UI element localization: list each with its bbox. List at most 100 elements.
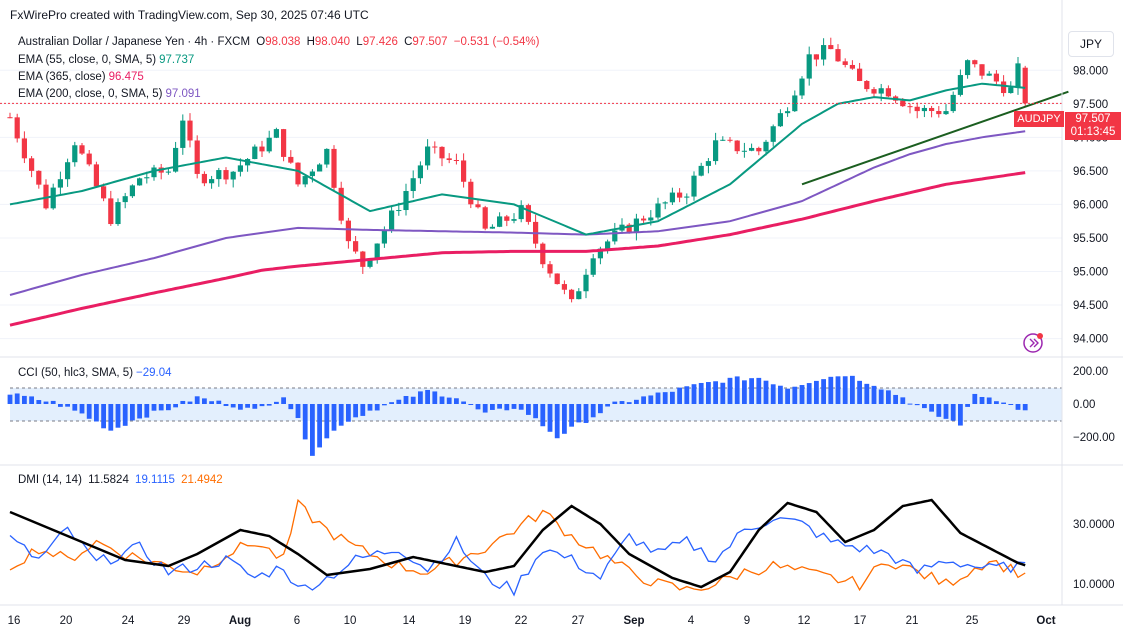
cci-bar	[893, 394, 898, 404]
cci-bar	[799, 385, 805, 404]
legend-dmi[interactable]: DMI (14, 14) 11.5824 19.1115 21.4942	[18, 474, 226, 486]
cci-bar	[360, 404, 366, 416]
legend-ema55[interactable]: EMA (55, close, 0, SMA, 5) 97.737	[18, 54, 197, 66]
cci-bar	[583, 404, 589, 423]
candle-body	[583, 274, 589, 292]
currency-button[interactable]: JPY	[1068, 31, 1114, 57]
candle-body	[871, 89, 877, 94]
cci-bar	[166, 404, 171, 411]
plus-di-value: 19.1115	[135, 474, 175, 486]
price-tick-label: 96.500	[1073, 166, 1108, 178]
candle-body	[273, 129, 279, 138]
candle-body	[86, 153, 92, 165]
cci-bar	[554, 404, 560, 439]
candle-body	[705, 161, 711, 166]
alert-icon[interactable]	[1023, 333, 1043, 353]
cci-bar	[1022, 404, 1028, 411]
ema55-label: EMA (55, close, 0, SMA, 5)	[18, 54, 157, 66]
candle-body	[309, 171, 315, 177]
cci-bar	[835, 376, 841, 404]
cci-bar	[144, 404, 150, 418]
cci-bar	[122, 404, 128, 426]
cci-bar	[461, 401, 466, 404]
candle-body	[561, 284, 567, 290]
candle-body	[115, 202, 121, 225]
candle-body	[612, 230, 618, 242]
cci-bar	[245, 404, 250, 408]
ema365-value: 96.475	[108, 71, 144, 83]
cci-bar	[504, 404, 510, 411]
candle-body	[691, 175, 697, 197]
support-trendline[interactable]	[801, 90, 1069, 186]
cci-bar	[202, 398, 207, 404]
candle-body	[590, 258, 596, 275]
candle-body	[72, 145, 78, 163]
legend-ema200[interactable]: EMA (200, close, 0, SMA, 5) 97.091	[18, 88, 204, 100]
candle-body	[525, 205, 531, 222]
cci-bar	[677, 387, 682, 404]
candle-body	[785, 111, 791, 114]
candle-body	[1008, 87, 1014, 94]
legend-symbol-row[interactable]: Australian Dollar / Japanese Yen · 4h · …	[18, 36, 542, 48]
time-axis[interactable]: 16 20 24 29 Aug 6 10 14 19 22 27 Sep 4 9 12 17 21 25 Oct	[8, 615, 1056, 627]
cci-bar	[547, 404, 553, 432]
candle-body	[993, 73, 999, 82]
candle-body	[43, 184, 49, 209]
cci-bar	[670, 391, 675, 404]
candle-body	[756, 147, 762, 152]
candle-body	[101, 186, 107, 199]
time-tick-label: 17	[854, 615, 867, 627]
candle-body	[410, 178, 416, 192]
candle-body	[475, 204, 481, 208]
cci-bar	[806, 383, 812, 404]
time-tick-label: Aug	[229, 615, 251, 627]
legend-cci[interactable]: CCI (50, hlc3, SMA, 5) −29.04	[18, 367, 175, 379]
candle-body	[396, 210, 402, 212]
cci-bar	[310, 404, 315, 456]
price-tick-label: 95.500	[1073, 233, 1108, 245]
candle-body	[849, 64, 855, 69]
close-label: C	[404, 36, 413, 48]
candle-body	[648, 217, 654, 221]
candle-body	[381, 229, 387, 244]
ema55-line	[9, 82, 1026, 236]
candle-body	[1022, 67, 1028, 104]
cci-value: −29.04	[136, 367, 172, 379]
cci-bar	[14, 393, 20, 404]
cci-bar	[1015, 404, 1021, 410]
candle-body	[655, 203, 661, 218]
legend-ema365[interactable]: EMA (365, close) 96.475	[18, 71, 147, 83]
cci-bar	[36, 400, 42, 404]
cci-bar	[403, 396, 409, 404]
candle-body	[324, 148, 330, 165]
candle-body	[698, 165, 704, 176]
cci-bar	[734, 376, 740, 404]
high-value: 98.040	[314, 36, 351, 48]
cci-bar	[526, 404, 531, 415]
cci-bar	[706, 382, 711, 404]
cci-bar	[720, 382, 726, 404]
candle-body	[266, 137, 272, 152]
candle-body	[734, 140, 740, 152]
candle-body	[353, 241, 359, 252]
candle-body	[151, 167, 157, 178]
candle-body	[338, 187, 344, 221]
time-tick-label: Oct	[1036, 615, 1055, 627]
candle-body	[828, 45, 834, 50]
cci-bar	[454, 398, 459, 404]
candle-body	[223, 170, 229, 180]
cci-bar	[317, 404, 322, 448]
candle-body	[641, 218, 647, 221]
time-tick-label: 4	[688, 615, 695, 627]
cci-bar	[238, 404, 243, 410]
candle-body	[21, 138, 27, 159]
candle-body	[662, 202, 668, 204]
candle-body	[821, 45, 827, 60]
candle-body	[295, 162, 301, 185]
price-axis[interactable]: 98.00097.50097.00096.50096.00095.50095.0…	[1073, 65, 1115, 591]
candle-body	[482, 207, 488, 229]
cci-bar	[259, 404, 265, 407]
candle-body	[957, 75, 963, 95]
price-tick-label: 98.000	[1073, 65, 1108, 77]
